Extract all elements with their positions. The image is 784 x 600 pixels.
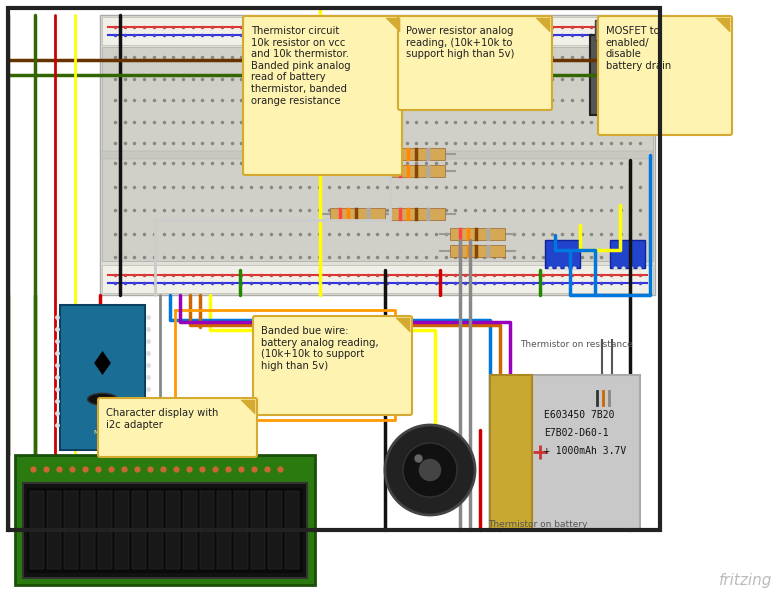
FancyBboxPatch shape (243, 16, 402, 175)
Bar (15, 455, 315, 585)
Text: Thermistor on battery: Thermistor on battery (488, 520, 587, 529)
Polygon shape (536, 18, 550, 32)
Polygon shape (386, 18, 400, 32)
Bar (602, 20, 732, 135)
Bar (450, 245, 505, 257)
Bar (64, 491, 78, 569)
Bar (102, 151, 653, 159)
Bar (217, 491, 231, 569)
Bar (285, 491, 299, 569)
Bar (390, 208, 445, 220)
Bar (390, 165, 445, 177)
Bar (100, 15, 655, 295)
Bar (358, 130, 380, 152)
Bar (328, 130, 350, 152)
FancyBboxPatch shape (253, 316, 412, 415)
Text: E603450 7B20: E603450 7B20 (544, 410, 615, 420)
Bar (30, 491, 44, 569)
FancyBboxPatch shape (398, 16, 552, 110)
Bar (532, 375, 640, 530)
Bar (102, 47, 653, 261)
Bar (330, 208, 385, 220)
Bar (8, 8, 660, 530)
Bar (102, 402, 257, 457)
Bar (132, 491, 146, 569)
Circle shape (385, 425, 475, 515)
Polygon shape (396, 318, 410, 332)
Ellipse shape (593, 387, 621, 409)
Bar (257, 320, 412, 415)
Bar (390, 148, 445, 160)
Bar (234, 491, 248, 569)
Bar (450, 228, 505, 240)
Bar (251, 491, 265, 569)
Bar (166, 491, 180, 569)
Bar (149, 491, 163, 569)
Text: Power resistor analog
reading, (10k+10k to
support high than 5v): Power resistor analog reading, (10k+10k … (406, 26, 514, 59)
Text: fritzing: fritzing (719, 573, 772, 588)
Text: Thermistor circuit
10k resistor on vcc
and 10k thermistor.
Banded pink analog
re: Thermistor circuit 10k resistor on vcc a… (251, 26, 350, 106)
Bar (295, 130, 317, 152)
Bar (595, 20, 645, 40)
Text: + 1000mAh 3.7V: + 1000mAh 3.7V (544, 446, 626, 456)
Bar (102, 17, 653, 45)
Bar (590, 35, 650, 115)
Bar (27, 488, 303, 573)
Bar (23, 483, 307, 578)
Bar (81, 491, 95, 569)
Text: Banded bue wire:
battery analog reading,
(10k+10k to support
high than 5v): Banded bue wire: battery analog reading,… (261, 326, 379, 371)
Text: NANO: NANO (93, 430, 112, 435)
Bar (268, 491, 282, 569)
Bar (402, 20, 552, 110)
Bar (60, 305, 145, 450)
Polygon shape (716, 18, 730, 32)
Bar (183, 491, 197, 569)
Polygon shape (94, 351, 111, 375)
Text: Character display with
i2c adapter: Character display with i2c adapter (106, 408, 219, 430)
Polygon shape (241, 400, 255, 414)
Circle shape (403, 443, 457, 497)
Bar (98, 491, 112, 569)
Bar (610, 240, 645, 268)
FancyBboxPatch shape (598, 16, 732, 135)
Text: FET N: FET N (607, 70, 633, 79)
Bar (47, 491, 61, 569)
Text: E7B02-D60-1: E7B02-D60-1 (544, 428, 608, 438)
Bar (247, 20, 402, 175)
Text: MOSFET to
enabled/
disable
battery drain: MOSFET to enabled/ disable battery drain (606, 26, 671, 71)
Bar (115, 491, 129, 569)
Bar (545, 240, 580, 268)
Bar (102, 265, 653, 293)
Bar (490, 375, 532, 530)
Text: Thermistor on resistance: Thermistor on resistance (520, 340, 633, 349)
Bar (200, 491, 214, 569)
Ellipse shape (88, 393, 118, 405)
Circle shape (419, 459, 441, 481)
FancyBboxPatch shape (98, 398, 257, 457)
